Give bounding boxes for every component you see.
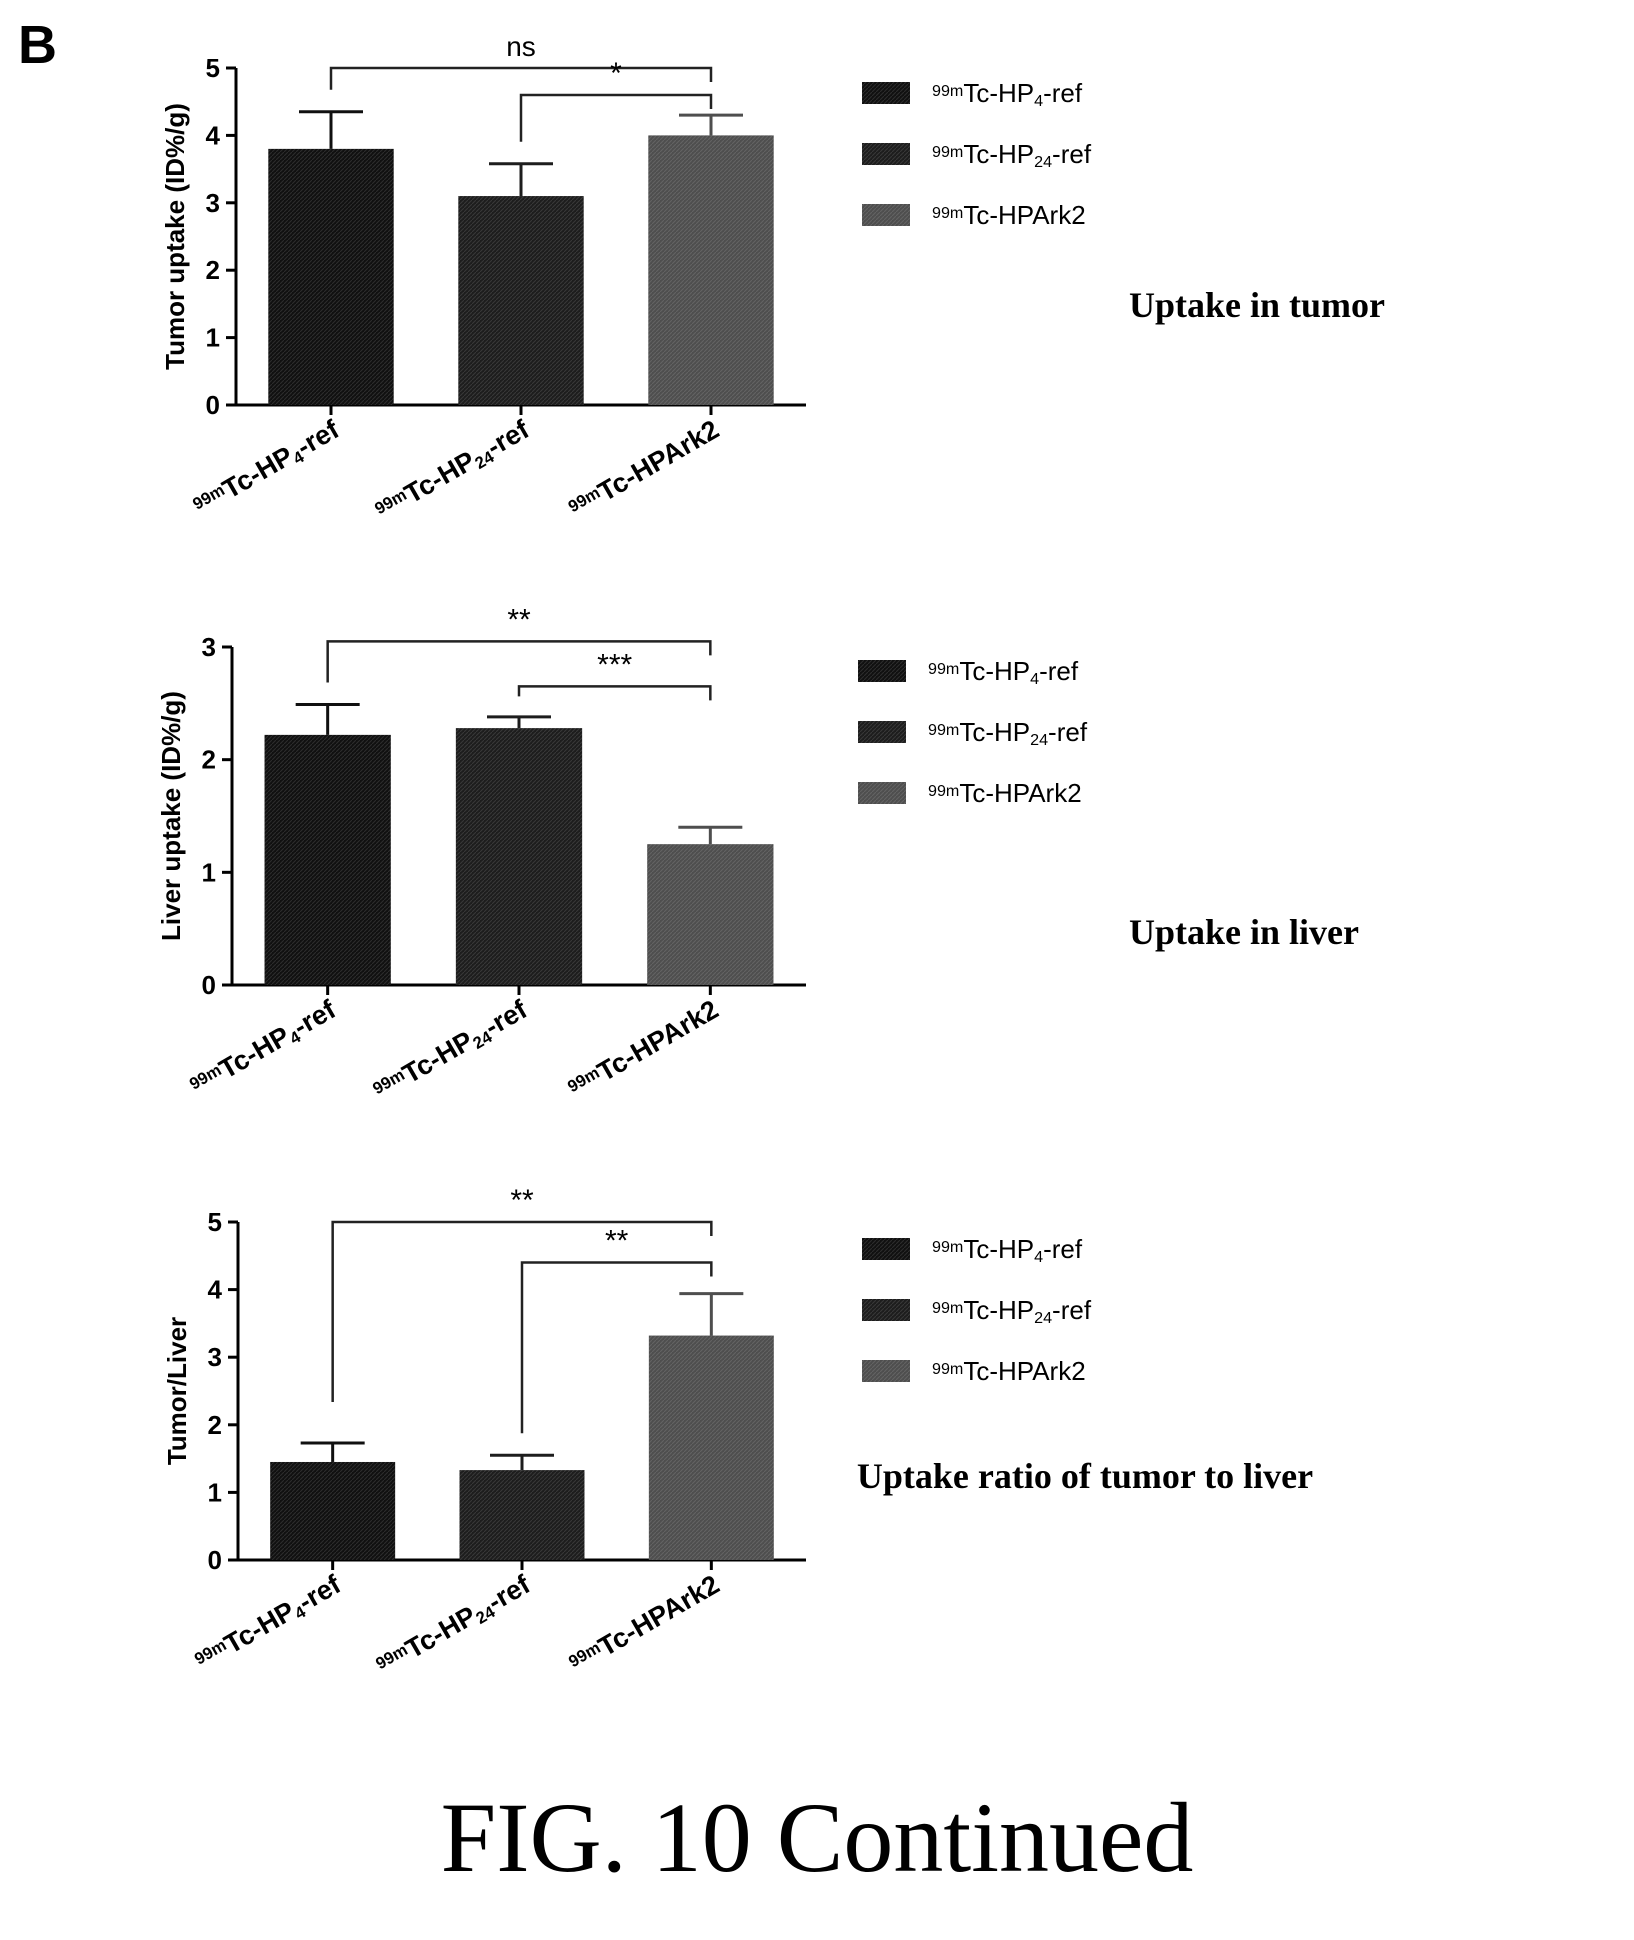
y-tick-label: 0: [208, 1545, 222, 1575]
legend-swatch-texture-1: [858, 660, 906, 682]
bar-texture-3: [648, 1335, 774, 1560]
x-tick-label-group: 99mTc-HP4-ref: [188, 414, 346, 524]
x-tick-label-3: 99mTc-HPArk2: [563, 994, 723, 1104]
x-tick-label-1: 99mTc-HP4-ref: [185, 994, 343, 1104]
x-tick-label-3: 99mTc-HPArk2: [564, 414, 724, 524]
legend-label-1: 99mTc-HP4-ref: [932, 1234, 1083, 1266]
y-tick-label: 3: [202, 632, 216, 662]
legend-swatch-texture-3: [862, 1360, 910, 1382]
panel-title-1: Uptake in tumor: [1129, 285, 1385, 325]
x-tick-label-3: 99mTc-HPArk2: [564, 1569, 724, 1679]
legend-swatch-texture-2: [862, 143, 910, 165]
significance-label-1: ns: [506, 31, 536, 62]
y-tick-label: 3: [208, 1342, 222, 1372]
x-tick-label-group: 99mTc-HPArk2: [564, 1569, 724, 1679]
x-tick-label-1: 99mTc-HP4-ref: [190, 1569, 348, 1679]
significance-bracket-2: [519, 93, 713, 142]
y-tick-label: 0: [202, 970, 216, 1000]
panel-title-3: Uptake ratio of tumor to liver: [857, 1456, 1313, 1496]
bar-texture-2: [459, 1470, 585, 1560]
bar-texture-2: [455, 728, 583, 985]
significance-bracket-1: [326, 640, 712, 683]
y-tick-label: 4: [206, 120, 221, 150]
x-tick-label-group: 99mTc-HP4-ref: [185, 994, 343, 1104]
y-tick-label: 5: [208, 1207, 222, 1237]
legend-label-3: 99mTc-HPArk2: [932, 1356, 1086, 1386]
x-tick-label-group: 99mTc-HPArk2: [564, 414, 724, 524]
significance-label-1: **: [510, 1184, 534, 1217]
figure-caption: FIG. 10 Continued: [440, 1782, 1194, 1893]
x-tick-label-group: 99mTc-HP24-ref: [368, 994, 534, 1108]
legend-swatch-texture-2: [862, 1299, 910, 1321]
legend-swatch-texture-1: [862, 1238, 910, 1260]
bar-texture-1: [268, 148, 394, 405]
x-tick-label-group: 99mTc-HPArk2: [563, 994, 723, 1104]
y-tick-label: 1: [208, 1477, 222, 1507]
y-tick-label: 3: [206, 188, 220, 218]
bar-texture-2: [458, 196, 584, 405]
bar-texture-3: [647, 844, 774, 985]
panel-letter: B: [18, 15, 57, 75]
x-tick-label-2: 99mTc-HP24-ref: [370, 414, 536, 528]
significance-bracket-2: [520, 1261, 713, 1434]
x-tick-label-group: 99mTc-HP24-ref: [371, 1569, 537, 1683]
legend-label-1: 99mTc-HP4-ref: [932, 78, 1083, 110]
y-axis-label: Liver uptake (ID%/g): [156, 691, 186, 941]
x-tick-label-2: 99mTc-HP24-ref: [368, 994, 534, 1108]
legend-label-2: 99mTc-HP24-ref: [932, 1295, 1092, 1327]
y-tick-label: 5: [206, 53, 220, 83]
legend-swatch-texture-3: [862, 204, 910, 226]
legend-label-3: 99mTc-HPArk2: [928, 778, 1082, 808]
panel-title-2: Uptake in liver: [1129, 912, 1359, 952]
legend-label-2: 99mTc-HP24-ref: [932, 139, 1092, 171]
significance-label-2: *: [610, 57, 622, 90]
bar-texture-1: [270, 1461, 396, 1560]
x-tick-label-group: 99mTc-HP24-ref: [370, 414, 536, 528]
bar-texture-3: [648, 135, 774, 405]
y-axis-label: Tumor uptake (ID%/g): [160, 103, 190, 370]
significance-label-2: **: [605, 1225, 629, 1258]
significance-bracket-2: [517, 685, 712, 701]
legend-label-2: 99mTc-HP24-ref: [928, 717, 1088, 749]
legend-swatch-texture-1: [862, 82, 910, 104]
x-tick-label-2: 99mTc-HP24-ref: [371, 1569, 537, 1683]
legend-label-1: 99mTc-HP4-ref: [928, 656, 1079, 688]
bar-texture-1: [264, 734, 391, 985]
legend-swatch-texture-2: [858, 721, 906, 743]
chart-panel-3: 012345Tumor/Liver99mTc-HP4-ref99mTc-HP24…: [162, 1184, 1313, 1683]
significance-label-1: **: [507, 603, 531, 636]
y-tick-label: 2: [208, 1410, 222, 1440]
x-tick-label-1: 99mTc-HP4-ref: [188, 414, 346, 524]
y-tick-label: 1: [202, 857, 216, 887]
y-axis-label: Tumor/Liver: [162, 1317, 192, 1465]
x-tick-label-group: 99mTc-HP4-ref: [190, 1569, 348, 1679]
significance-label-2: ***: [597, 648, 632, 681]
legend-label-3: 99mTc-HPArk2: [932, 200, 1086, 230]
significance-bracket-1: [329, 66, 713, 90]
y-tick-label: 2: [206, 255, 220, 285]
legend-swatch-texture-3: [858, 782, 906, 804]
y-tick-label: 0: [206, 390, 220, 420]
y-tick-label: 1: [206, 323, 220, 353]
y-tick-label: 4: [208, 1275, 223, 1305]
significance-bracket-1: [331, 1220, 713, 1402]
y-tick-label: 2: [202, 745, 216, 775]
